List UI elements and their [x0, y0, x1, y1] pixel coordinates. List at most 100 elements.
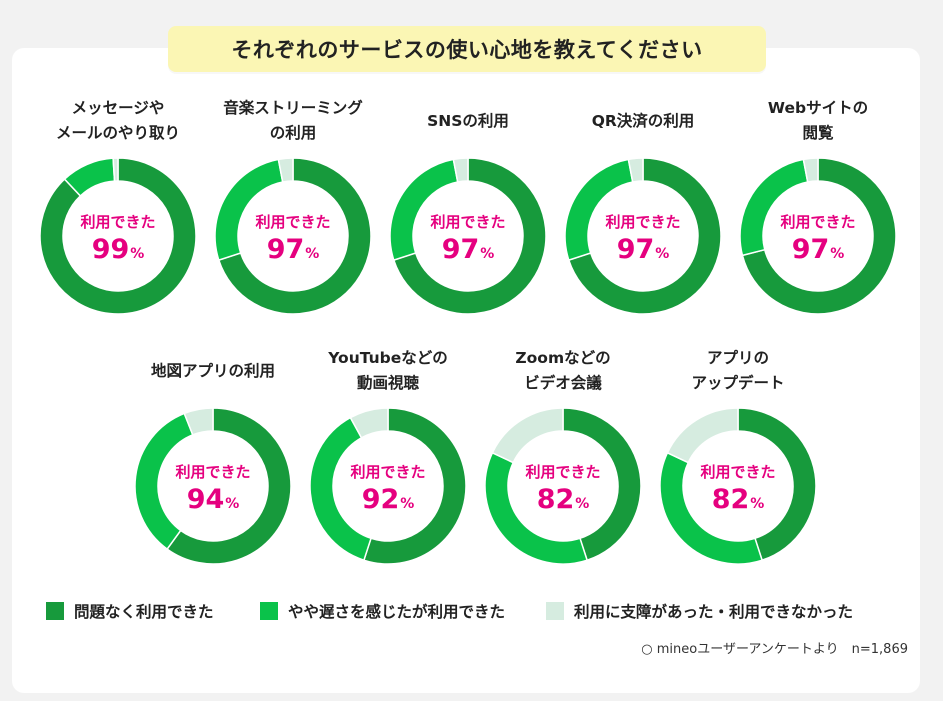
- usable-caption: 利用できた: [780, 213, 856, 231]
- percent-sign: %: [655, 246, 670, 262]
- donut-center: 利用できた 92%: [310, 408, 466, 564]
- usable-percent-value: 99: [91, 234, 130, 265]
- legend-swatch: [546, 602, 564, 620]
- donut-ring: [485, 408, 641, 564]
- usable-percent: 97%: [390, 234, 546, 265]
- usable-caption: 利用できた: [430, 213, 506, 231]
- donut-segment-had-trouble: [277, 158, 294, 183]
- donut-chart: 地図アプリの利用 利用できた 94%: [128, 346, 298, 586]
- usable-percent: 92%: [310, 484, 466, 515]
- legend-label: 問題なく利用できた: [74, 603, 214, 621]
- donut-label: アプリの アップデート: [691, 349, 785, 392]
- usable-percent-value: 92: [361, 484, 400, 515]
- legend-item-slightly-slow: やや遅さを感じたが利用できた: [260, 600, 505, 622]
- donut-segment-had-trouble: [666, 408, 739, 464]
- usable-percent-value: 94: [186, 484, 225, 515]
- donut-segment-no-problem: [741, 158, 896, 314]
- usable-percent-value: 97: [791, 234, 830, 265]
- legend-item-no-problem: 問題なく利用できた: [46, 600, 214, 622]
- donut-label: 音楽ストリーミング の利用: [223, 99, 363, 142]
- usable-percent: 97%: [565, 234, 721, 265]
- donut-chart: YouTubeなどの 動画視聴利用できた 92%: [303, 346, 473, 586]
- donut-chart: Zoomなどの ビデオ会議利用できた 82%: [478, 346, 648, 586]
- donut-label: Zoomなどの ビデオ会議: [515, 349, 611, 392]
- usable-caption: 利用できた: [175, 463, 251, 481]
- donut-chart: SNSの利用 利用できた 97%: [383, 96, 553, 336]
- donut-center: 利用できた 82%: [660, 408, 816, 564]
- donut-segment-no-problem: [166, 408, 291, 564]
- donut-segment-had-trouble: [183, 408, 214, 436]
- donut-ring: [215, 158, 371, 314]
- legend-item-had-trouble: 利用に支障があった・利用できなかった: [546, 600, 853, 622]
- donut-label: SNSの利用: [427, 111, 509, 130]
- donut-ring: [740, 158, 896, 314]
- donut-segment-had-trouble: [112, 158, 119, 182]
- donut-ring: [565, 158, 721, 314]
- chart-card: [12, 48, 920, 693]
- donut-label: メッセージや メールのやり取り: [55, 99, 180, 142]
- donut-label: YouTubeなどの 動画視聴: [328, 349, 448, 392]
- donut-center: 利用できた 99%: [40, 158, 196, 314]
- donut-segment-had-trouble: [627, 158, 644, 183]
- usable-caption: 利用できた: [255, 213, 331, 231]
- percent-sign: %: [130, 246, 145, 262]
- donut-center: 利用できた 94%: [135, 408, 291, 564]
- donut-label: QR決済の利用: [591, 111, 695, 130]
- donut-segment-had-trouble: [349, 408, 389, 439]
- usable-percent: 94%: [135, 484, 291, 515]
- legend-swatch: [260, 602, 278, 620]
- donut-ring: [135, 408, 291, 564]
- donut-ring: [390, 158, 546, 314]
- donut-center: 利用できた 97%: [390, 158, 546, 314]
- donut-label: Webサイトの 閲覧: [767, 99, 869, 142]
- usable-percent: 99%: [40, 234, 196, 265]
- donut-ring: [660, 408, 816, 564]
- donut-segment-had-trouble: [802, 158, 819, 183]
- percent-sign: %: [480, 246, 495, 262]
- usable-percent: 82%: [485, 484, 641, 515]
- percent-sign: %: [575, 496, 590, 512]
- donut-chart: アプリの アップデート利用できた 82%: [653, 346, 823, 586]
- donut-segment-no-problem: [40, 158, 196, 314]
- donut-center: 利用できた 97%: [740, 158, 896, 314]
- donut-center: 利用できた 97%: [565, 158, 721, 314]
- donut-segment-no-problem: [217, 158, 371, 314]
- donut-center: 利用できた 97%: [215, 158, 371, 314]
- usable-percent-value: 97: [616, 234, 655, 265]
- usable-percent: 97%: [740, 234, 896, 265]
- percent-sign: %: [830, 246, 845, 262]
- usable-caption: 利用できた: [525, 463, 601, 481]
- percent-sign: %: [225, 496, 240, 512]
- donut-chart: メッセージや メールのやり取り利用できた 99%: [33, 96, 203, 336]
- usable-percent-value: 82: [536, 484, 575, 515]
- donut-segment-no-problem: [392, 158, 546, 314]
- usable-percent-value: 97: [266, 234, 305, 265]
- donut-ring: [310, 408, 466, 564]
- percent-sign: %: [400, 496, 415, 512]
- legend-label: 利用に支障があった・利用できなかった: [574, 603, 854, 621]
- donut-chart: 音楽ストリーミング の利用利用できた 97%: [208, 96, 378, 336]
- usable-percent-value: 97: [441, 234, 480, 265]
- legend: 問題なく利用できた やや遅さを感じたが利用できた 利用に支障があった・利用できな…: [46, 600, 906, 626]
- chart-title: それぞれのサービスの使い心地を教えてください: [168, 26, 766, 72]
- usable-caption: 利用できた: [700, 463, 776, 481]
- legend-label: やや遅さを感じたが利用できた: [288, 603, 506, 621]
- donut-chart: Webサイトの 閲覧利用できた 97%: [733, 96, 903, 336]
- donut-segment-no-problem: [362, 408, 466, 564]
- donut-segment-had-trouble: [491, 408, 564, 464]
- donut-chart: QR決済の利用 利用できた 97%: [558, 96, 728, 336]
- donut-ring: [40, 158, 196, 314]
- usable-caption: 利用できた: [350, 463, 426, 481]
- donut-segment-no-problem: [567, 158, 721, 314]
- usable-caption: 利用できた: [605, 213, 681, 231]
- percent-sign: %: [750, 496, 765, 512]
- donut-center: 利用できた 82%: [485, 408, 641, 564]
- usable-percent: 97%: [215, 234, 371, 265]
- usable-percent: 82%: [660, 484, 816, 515]
- usable-caption: 利用できた: [80, 213, 156, 231]
- donut-segment-had-trouble: [452, 158, 469, 183]
- donut-label: 地図アプリの利用: [150, 361, 275, 380]
- legend-swatch: [46, 602, 64, 620]
- usable-percent-value: 82: [711, 484, 750, 515]
- source-note: ○ mineoユーザーアンケートより n=1,869: [641, 642, 908, 657]
